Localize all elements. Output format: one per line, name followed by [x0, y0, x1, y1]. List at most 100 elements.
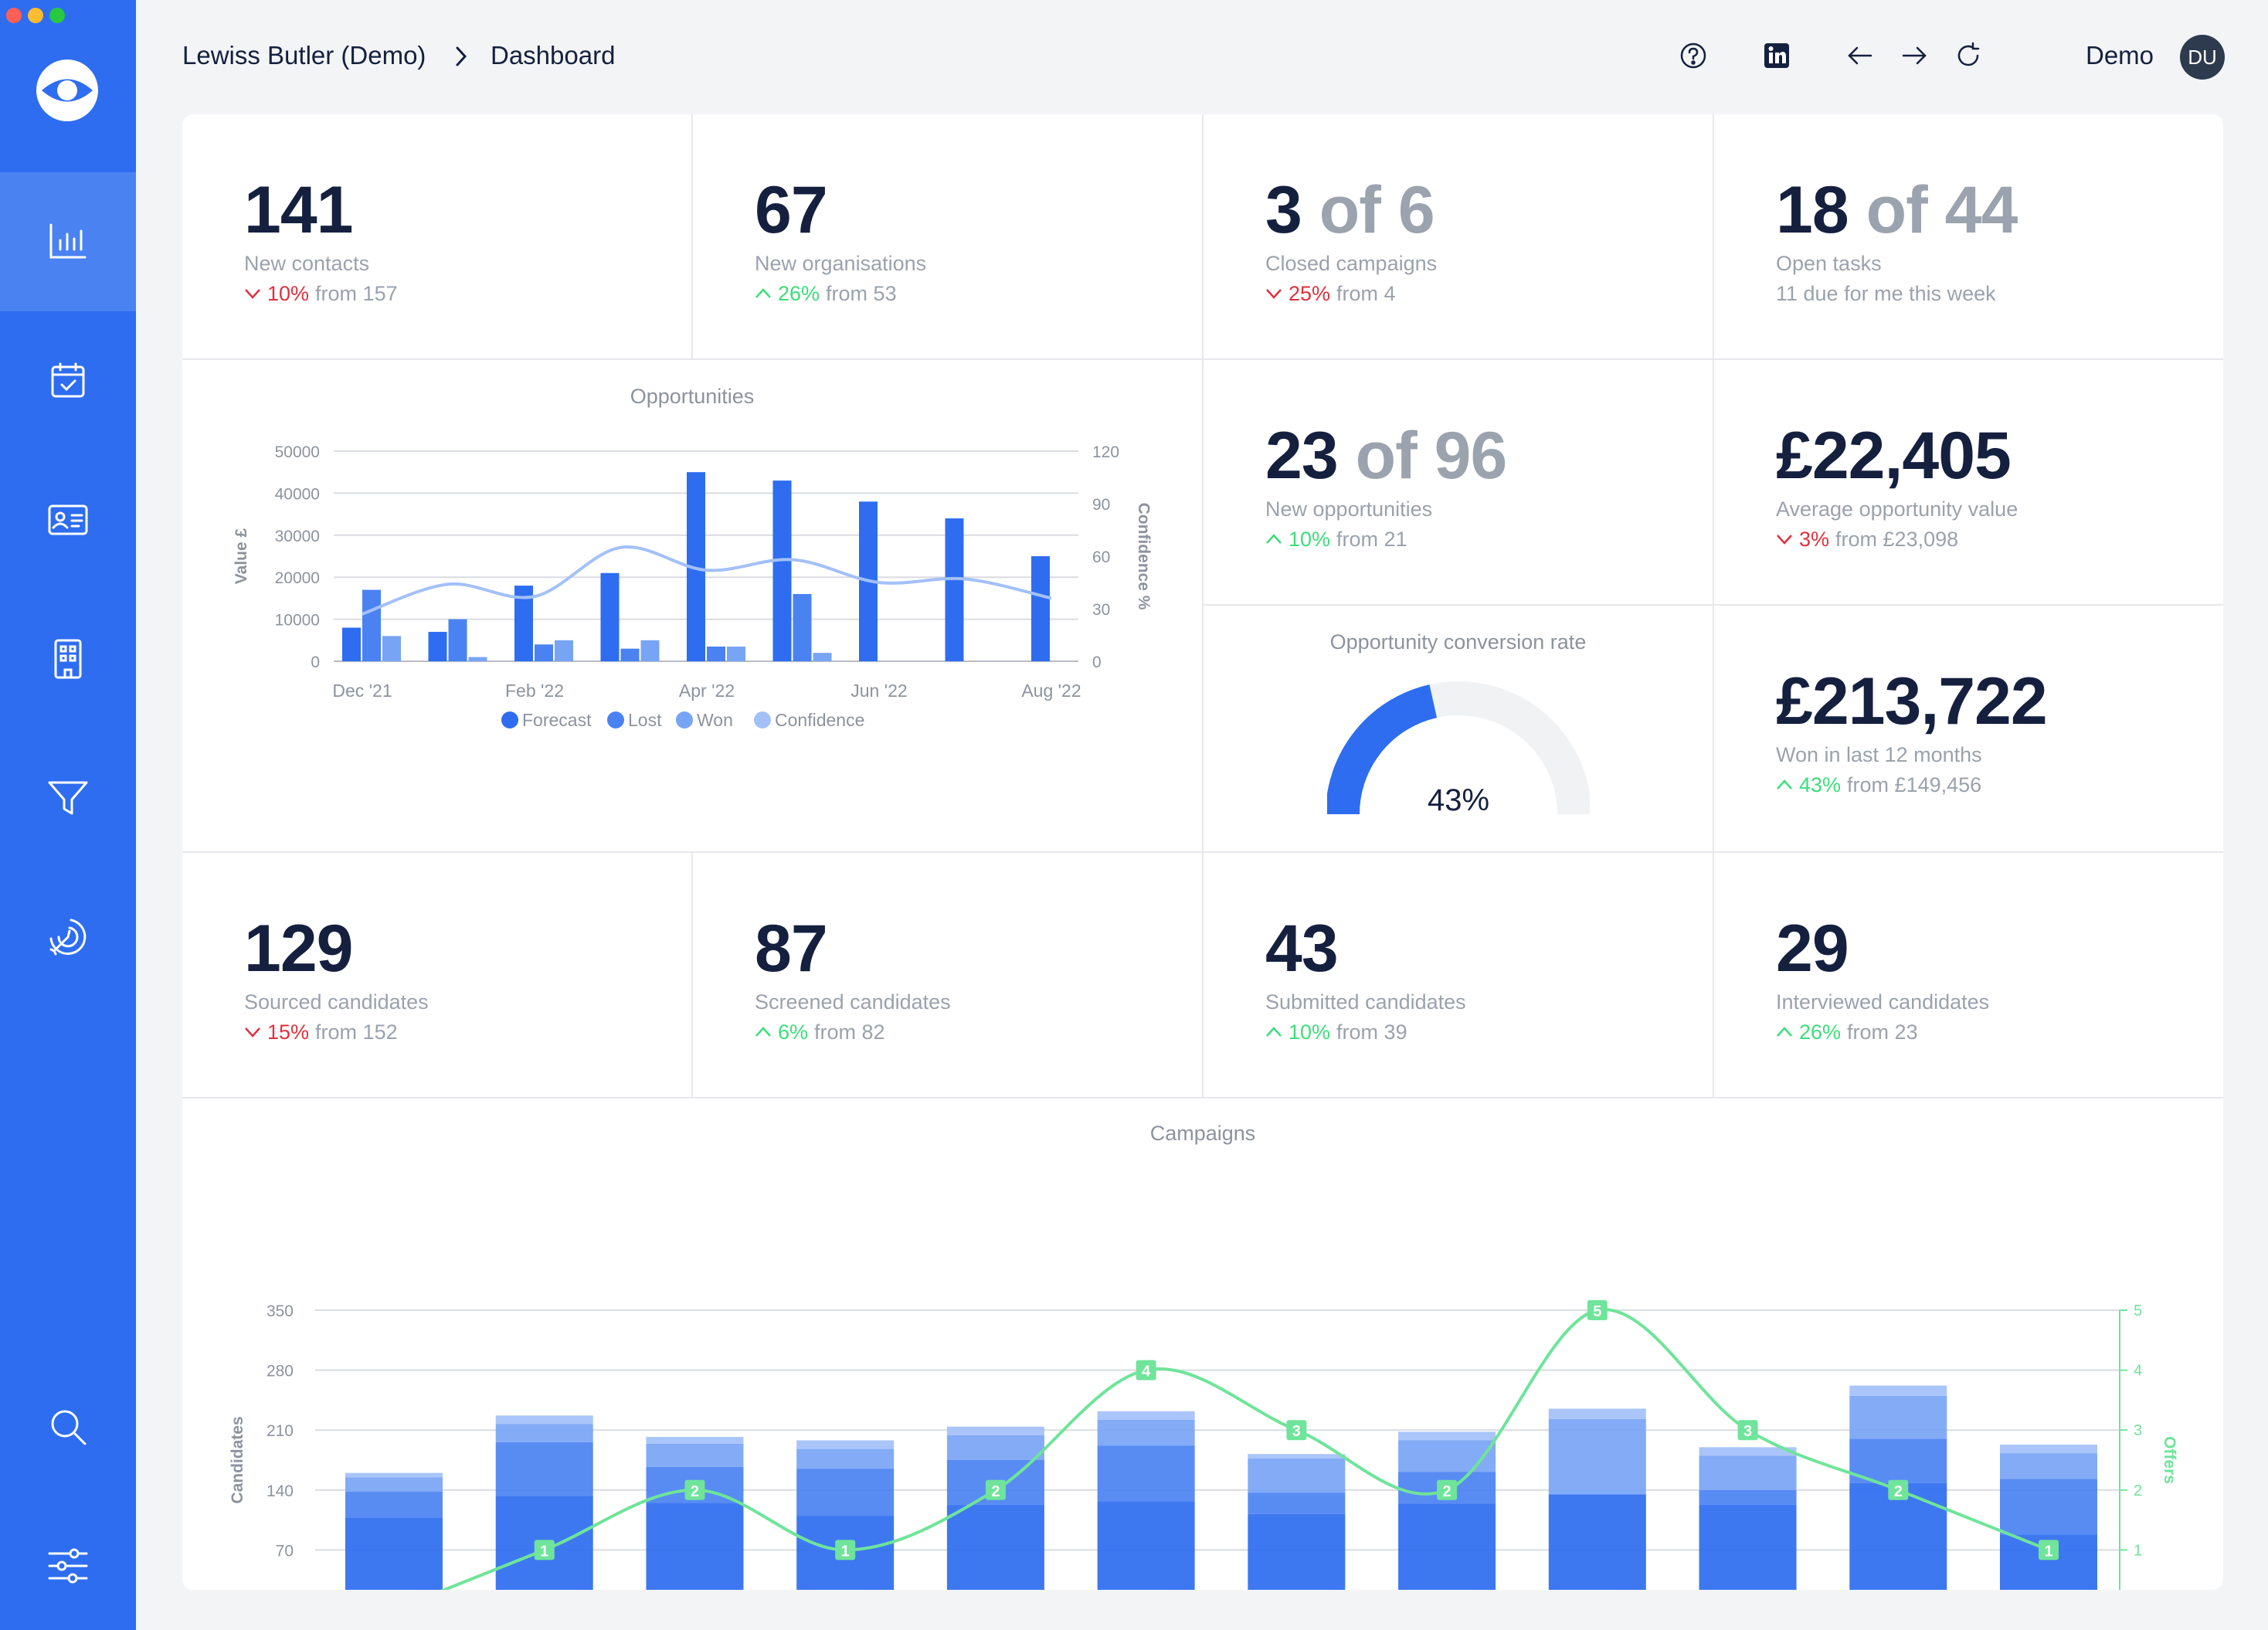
- bar-submitted[interactable]: [1548, 1418, 1646, 1495]
- offers-point[interactable]: [1437, 1479, 1458, 1500]
- bar-sourced[interactable]: [1699, 1504, 1797, 1590]
- bar-interviewed[interactable]: [946, 1426, 1044, 1435]
- bar-won[interactable]: [555, 640, 573, 661]
- bar-screened[interactable]: [1849, 1438, 1947, 1483]
- metric-submitted-candidates[interactable]: 43 Submitted candidates 10% from 39: [1204, 853, 1714, 1099]
- bar-submitted[interactable]: [1097, 1419, 1195, 1446]
- metric-closed-campaigns[interactable]: 3 of 6 Closed campaigns 25% from 4: [1204, 114, 1714, 360]
- bar-forecast[interactable]: [945, 518, 964, 661]
- forward-button[interactable]: [1897, 39, 1931, 73]
- bar-lost[interactable]: [535, 644, 553, 661]
- legend-marker[interactable]: [501, 711, 518, 728]
- offers-point[interactable]: [2039, 1540, 2059, 1560]
- bar-submitted[interactable]: [1699, 1455, 1797, 1490]
- bar-screened[interactable]: [345, 1492, 443, 1518]
- bar-screened[interactable]: [495, 1442, 593, 1496]
- offers-point[interactable]: [1587, 1300, 1608, 1320]
- bar-screened[interactable]: [1248, 1492, 1346, 1514]
- metric-new-organisations[interactable]: 67 New organisations 26% from 53: [693, 114, 1204, 360]
- metric-new-opportunities[interactable]: 23 of 96 New opportunities 10% from 21: [1204, 360, 1714, 606]
- bar-forecast[interactable]: [1031, 556, 1050, 661]
- nav-organisations[interactable]: [0, 589, 136, 728]
- bar-submitted[interactable]: [946, 1435, 1044, 1460]
- bar-lost[interactable]: [362, 589, 381, 661]
- legend-marker[interactable]: [754, 711, 771, 728]
- nav-dashboard[interactable]: [0, 172, 136, 311]
- offers-point[interactable]: [1286, 1420, 1307, 1441]
- refresh-button[interactable]: [1951, 39, 1985, 73]
- bar-sourced[interactable]: [1248, 1513, 1346, 1590]
- bar-interviewed[interactable]: [646, 1437, 744, 1444]
- bar-won[interactable]: [382, 636, 401, 661]
- bar-sourced[interactable]: [1097, 1501, 1195, 1590]
- bar-forecast[interactable]: [600, 572, 620, 661]
- bar-sourced[interactable]: [946, 1504, 1044, 1590]
- help-button[interactable]: [1676, 39, 1710, 73]
- bar-interviewed[interactable]: [2000, 1445, 2097, 1454]
- metric-new-contacts[interactable]: 141 New contacts 10% from 157: [182, 114, 693, 360]
- bar-submitted[interactable]: [495, 1424, 593, 1442]
- metric-screened-candidates[interactable]: 87 Screened candidates 6% from 82: [693, 853, 1204, 1099]
- metric-average-opportunity-value[interactable]: £22,405 Average opportunity value 3% from…: [1714, 360, 2223, 606]
- metric-won-last-12-months[interactable]: £213,722 Won in last 12 months 43% from £…: [1714, 606, 2223, 853]
- bar-interviewed[interactable]: [1248, 1454, 1346, 1459]
- bar-won[interactable]: [468, 657, 487, 661]
- avatar[interactable]: DU: [2180, 35, 2225, 80]
- bar-lost[interactable]: [620, 648, 640, 661]
- bar-forecast[interactable]: [342, 627, 361, 661]
- bar-sourced[interactable]: [1849, 1482, 1947, 1590]
- bar-interviewed[interactable]: [1097, 1411, 1195, 1420]
- user-name[interactable]: Demo: [2086, 41, 2154, 70]
- bar-forecast[interactable]: [428, 631, 447, 661]
- nav-search[interactable]: [0, 1357, 136, 1496]
- nav-settings[interactable]: [0, 1496, 136, 1630]
- metric-interviewed-candidates[interactable]: 29 Interviewed candidates 26% from 23: [1714, 853, 2223, 1099]
- window-zoom-button[interactable]: [49, 8, 65, 23]
- metric-sourced-candidates[interactable]: 129 Sourced candidates 15% from 152: [182, 853, 693, 1099]
- bar-lost[interactable]: [448, 619, 467, 661]
- offers-point[interactable]: [1888, 1479, 1909, 1500]
- bar-sourced[interactable]: [1398, 1503, 1496, 1590]
- offers-point[interactable]: [1737, 1420, 1758, 1441]
- conversion-rate-panel[interactable]: Opportunity conversion rate 43%: [1204, 606, 1714, 853]
- bar-won[interactable]: [813, 653, 832, 661]
- window-minimize-button[interactable]: [28, 8, 43, 23]
- bar-interviewed[interactable]: [1548, 1408, 1646, 1419]
- app-logo-eye-icon[interactable]: [34, 57, 100, 124]
- legend-label[interactable]: Confidence: [775, 710, 864, 730]
- bar-submitted[interactable]: [1248, 1458, 1346, 1493]
- back-button[interactable]: [1843, 39, 1877, 73]
- bar-interviewed[interactable]: [495, 1415, 593, 1425]
- bar-forecast[interactable]: [772, 481, 792, 661]
- bar-interviewed[interactable]: [345, 1472, 443, 1478]
- bar-interviewed[interactable]: [796, 1440, 895, 1449]
- bar-sourced[interactable]: [1548, 1494, 1646, 1590]
- bar-sourced[interactable]: [646, 1503, 744, 1590]
- bar-lost[interactable]: [707, 646, 725, 661]
- legend-label[interactable]: Won: [697, 710, 733, 730]
- bar-submitted[interactable]: [1849, 1395, 1947, 1439]
- offers-point[interactable]: [985, 1479, 1006, 1500]
- bar-submitted[interactable]: [345, 1477, 443, 1492]
- bar-screened[interactable]: [2000, 1479, 2097, 1535]
- bar-won[interactable]: [727, 646, 745, 661]
- legend-marker[interactable]: [676, 711, 693, 728]
- bar-screened[interactable]: [1097, 1445, 1195, 1502]
- offers-point[interactable]: [835, 1540, 856, 1560]
- metric-open-tasks[interactable]: 18 of 44 Open tasks 11 due for me this w…: [1714, 114, 2223, 360]
- nav-contacts[interactable]: [0, 450, 136, 589]
- bar-interviewed[interactable]: [1699, 1447, 1797, 1456]
- offers-point[interactable]: [1136, 1360, 1156, 1380]
- bar-submitted[interactable]: [1398, 1440, 1496, 1472]
- bar-won[interactable]: [640, 640, 660, 661]
- bar-screened[interactable]: [796, 1469, 895, 1516]
- legend-marker[interactable]: [607, 711, 624, 728]
- nav-campaigns[interactable]: [0, 868, 136, 1007]
- bar-screened[interactable]: [1699, 1489, 1797, 1505]
- bar-interviewed[interactable]: [1849, 1385, 1947, 1396]
- bar-submitted[interactable]: [2000, 1453, 2097, 1479]
- breadcrumb-org[interactable]: Lewiss Butler (Demo): [182, 41, 426, 70]
- legend-label[interactable]: Forecast: [522, 710, 592, 730]
- bar-sourced[interactable]: [345, 1517, 443, 1590]
- nav-tasks[interactable]: [0, 311, 136, 450]
